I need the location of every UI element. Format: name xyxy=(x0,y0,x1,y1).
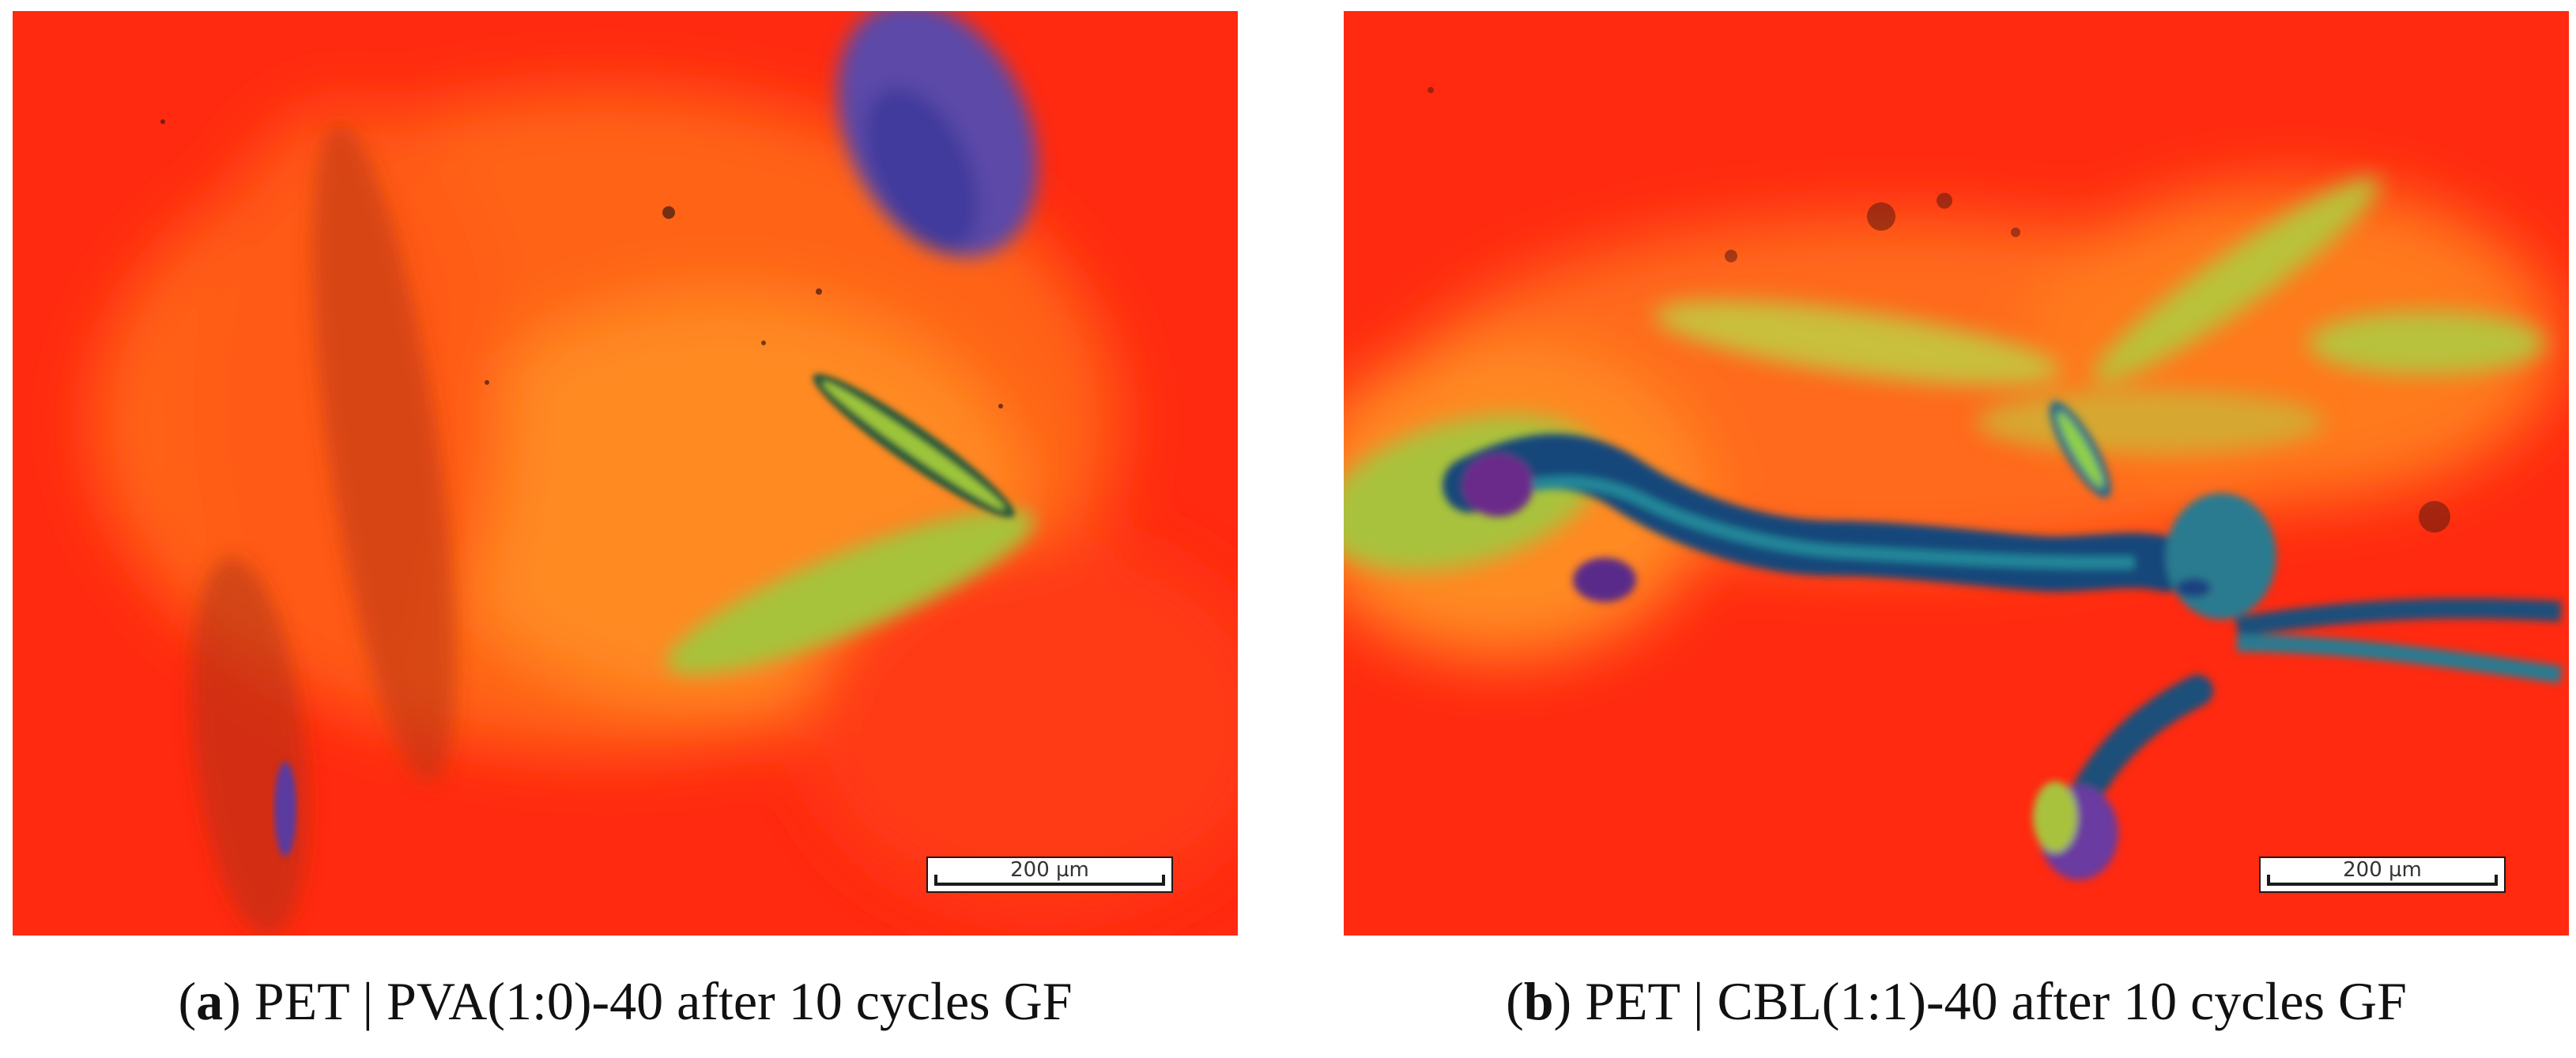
caption-text: PET | CBL(1:1)-40 after 10 cycles GF xyxy=(1585,971,2407,1031)
caption-label: b xyxy=(1523,971,1554,1031)
micrograph-panel-b: 200 µm xyxy=(1344,11,2569,936)
scale-bar-rule xyxy=(2267,875,2498,886)
micrograph-panel-a: 200 µm xyxy=(13,11,1238,936)
caption-a: (a) PET | PVA(1:0)-40 after 10 cycles GF xyxy=(178,971,1073,1031)
scale-bar-rule xyxy=(934,875,1165,886)
scale-bar-b: 200 µm xyxy=(2259,857,2506,893)
caption-text: PET | PVA(1:0)-40 after 10 cycles GF xyxy=(254,971,1073,1031)
caption-b: (b) PET | CBL(1:1)-40 after 10 cycles GF xyxy=(1506,971,2407,1031)
caption-label: a xyxy=(196,971,224,1031)
micrograph-image-a xyxy=(13,11,1238,936)
scale-bar-a: 200 µm xyxy=(926,857,1173,893)
scale-bar-label: 200 µm xyxy=(1010,858,1089,882)
scale-bar-label: 200 µm xyxy=(2343,858,2422,882)
micrograph-image-b xyxy=(1344,11,2569,936)
